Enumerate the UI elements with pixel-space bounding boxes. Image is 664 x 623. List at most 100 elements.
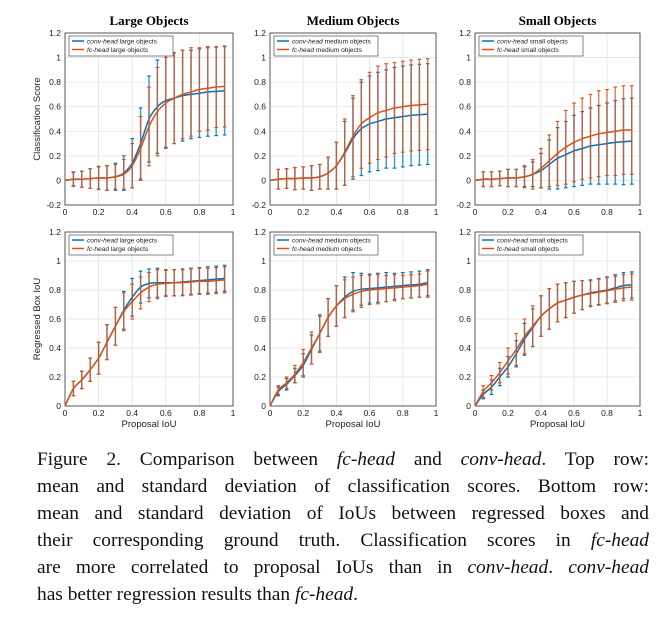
legend-series-name: conv-head <box>292 39 323 46</box>
y-tick-label: 1 <box>56 53 61 63</box>
x-tick-label: 0.2 <box>297 207 309 217</box>
y-tick-label: 0.6 <box>49 314 61 324</box>
y-tick-label: 0.2 <box>254 372 266 382</box>
chart-title: Medium Objects <box>307 13 400 28</box>
legend-series-name: fc-head <box>497 246 519 253</box>
mean-line-fc <box>269 103 428 182</box>
figure-panels: 0 0.2 0.4 0.6 0.8 1-0.200.20.40.60.811.2Large… <box>32 13 643 430</box>
x-tick-label: 0.6 <box>568 408 580 418</box>
series-fc <box>269 270 430 407</box>
chart-3: 0 0.2 0.4 0.6 0.8 1 0 0.2 0.4 0.6 0.8 1 1.2 Regressed… <box>32 227 236 430</box>
caption-text: . <box>353 584 358 605</box>
chart-5: 0 0.2 0.4 0.6 0.8 1 0 0.2 0.4 0.6 0.8 1 1.2 Proposal … <box>459 227 642 430</box>
y-tick-label: 0 <box>56 401 61 411</box>
y-tick-label: 0.4 <box>49 343 61 353</box>
axes-box <box>64 32 234 206</box>
legend-entry: fc-head medium objects <box>292 47 363 54</box>
mean-line-fc <box>269 283 428 407</box>
chart-title: Large Objects <box>109 13 188 28</box>
y-tick-label: 0 <box>56 175 61 185</box>
x-tick-label: 0.4 <box>535 408 547 418</box>
y-tick-label: 0 <box>466 401 471 411</box>
legend-box <box>478 35 584 57</box>
x-tick-label: 0.8 <box>193 408 205 418</box>
y-tick-label: 0.8 <box>254 285 266 295</box>
y-axis-label: Regressed Box IoU <box>32 278 43 361</box>
series-fc <box>269 58 430 191</box>
x-tick-label: 1 <box>231 207 236 217</box>
caption-text: are more correlated to proposal IoUs tha… <box>37 557 468 578</box>
legend-series-desc: small objects <box>519 47 560 54</box>
caption-italic-term: conv-head <box>460 449 542 470</box>
y-tick-label: 0.8 <box>254 77 266 87</box>
legend-series-name: conv-head <box>87 39 118 46</box>
series-fc <box>64 45 227 191</box>
x-tick-label: 0.8 <box>601 408 613 418</box>
y-tick-label: 0.8 <box>49 285 61 295</box>
caption-line: mean and standard deviation of classific… <box>37 473 649 500</box>
y-tick-label: 0 <box>261 401 266 411</box>
x-tick-label: 0 <box>63 408 68 418</box>
x-axis-label: Proposal IoU <box>530 419 585 430</box>
x-tick-label: 0 <box>473 408 478 418</box>
y-tick-label: 0.2 <box>49 151 61 161</box>
caption-text: mean and standard deviation of classific… <box>37 476 649 497</box>
legend-series-desc: medium objects <box>314 47 363 54</box>
y-tick-label: 1 <box>56 256 61 266</box>
chart-0: 0 0.2 0.4 0.6 0.8 1-0.200.20.40.60.811.2Large… <box>32 13 236 217</box>
series-fc <box>64 266 227 407</box>
caption-text: has better regression results than <box>37 584 295 605</box>
caption-line: mean and standard deviation of IoUs betw… <box>37 500 649 527</box>
x-tick-label: 0.8 <box>193 207 205 217</box>
x-tick-label: 0.6 <box>364 408 376 418</box>
x-axis-label: Proposal IoU <box>122 419 177 430</box>
y-tick-label: 0.8 <box>459 77 471 87</box>
mean-line-fc <box>64 85 225 182</box>
y-tick-label: 0 <box>261 175 266 185</box>
caption-text: mean and standard deviation of IoUs betw… <box>37 503 649 524</box>
x-tick-label: 0.2 <box>93 408 105 418</box>
mean-line-fc <box>474 286 632 407</box>
caption-italic-term: conv-head <box>467 557 549 578</box>
caption-text: and <box>395 449 461 470</box>
x-tick-label: 1 <box>231 408 236 418</box>
legend-series-desc: medium objects <box>323 39 372 46</box>
legend-series-name: fc-head <box>292 246 314 253</box>
legend-series-name: fc-head <box>292 47 314 54</box>
axes-box <box>474 231 641 407</box>
caption-italic-term: conv-head <box>568 557 649 578</box>
y-tick-label: 0.6 <box>49 102 61 112</box>
legend-series-name: conv-head <box>497 238 528 245</box>
legend-box <box>68 234 174 256</box>
x-tick-label: 0.4 <box>330 207 342 217</box>
legend-series-desc: large objects <box>118 39 158 46</box>
legend-series-desc: small objects <box>528 39 569 46</box>
axes-box <box>269 231 437 407</box>
legend-entry: conv-head small objects <box>497 238 568 245</box>
y-tick-label: -0.2 <box>46 200 61 210</box>
x-tick-label: 0.2 <box>297 408 309 418</box>
y-tick-label: 0.2 <box>49 372 61 382</box>
legend-box <box>68 35 174 57</box>
figure-caption: Figure 2. Comparison between fc-head and… <box>37 446 649 608</box>
chart-2: 0 0.2 0.4 0.6 0.8 1-0.200.20.40.60.811.2Small… <box>456 13 642 217</box>
x-tick-label: 0 <box>63 207 68 217</box>
legend-box <box>273 234 379 256</box>
series-fc <box>474 85 634 190</box>
y-tick-label: 1.2 <box>49 28 61 38</box>
chart-1: 0 0.2 0.4 0.6 0.8 1-0.200.20.40.60.811.2Mediu… <box>251 13 438 217</box>
y-tick-label: 0.6 <box>459 314 471 324</box>
legend-series-desc: large objects <box>109 47 149 54</box>
x-tick-label: 1 <box>434 207 439 217</box>
legend-series-name: conv-head <box>497 39 528 46</box>
x-tick-label: 0.6 <box>160 408 172 418</box>
legend-box <box>273 35 379 57</box>
legend-series-desc: medium objects <box>314 246 363 253</box>
x-tick-label: 0.2 <box>502 408 514 418</box>
y-tick-label: 0.2 <box>459 372 471 382</box>
x-tick-label: 0.6 <box>364 207 376 217</box>
caption-line: has better regression results than fc-he… <box>37 581 649 608</box>
